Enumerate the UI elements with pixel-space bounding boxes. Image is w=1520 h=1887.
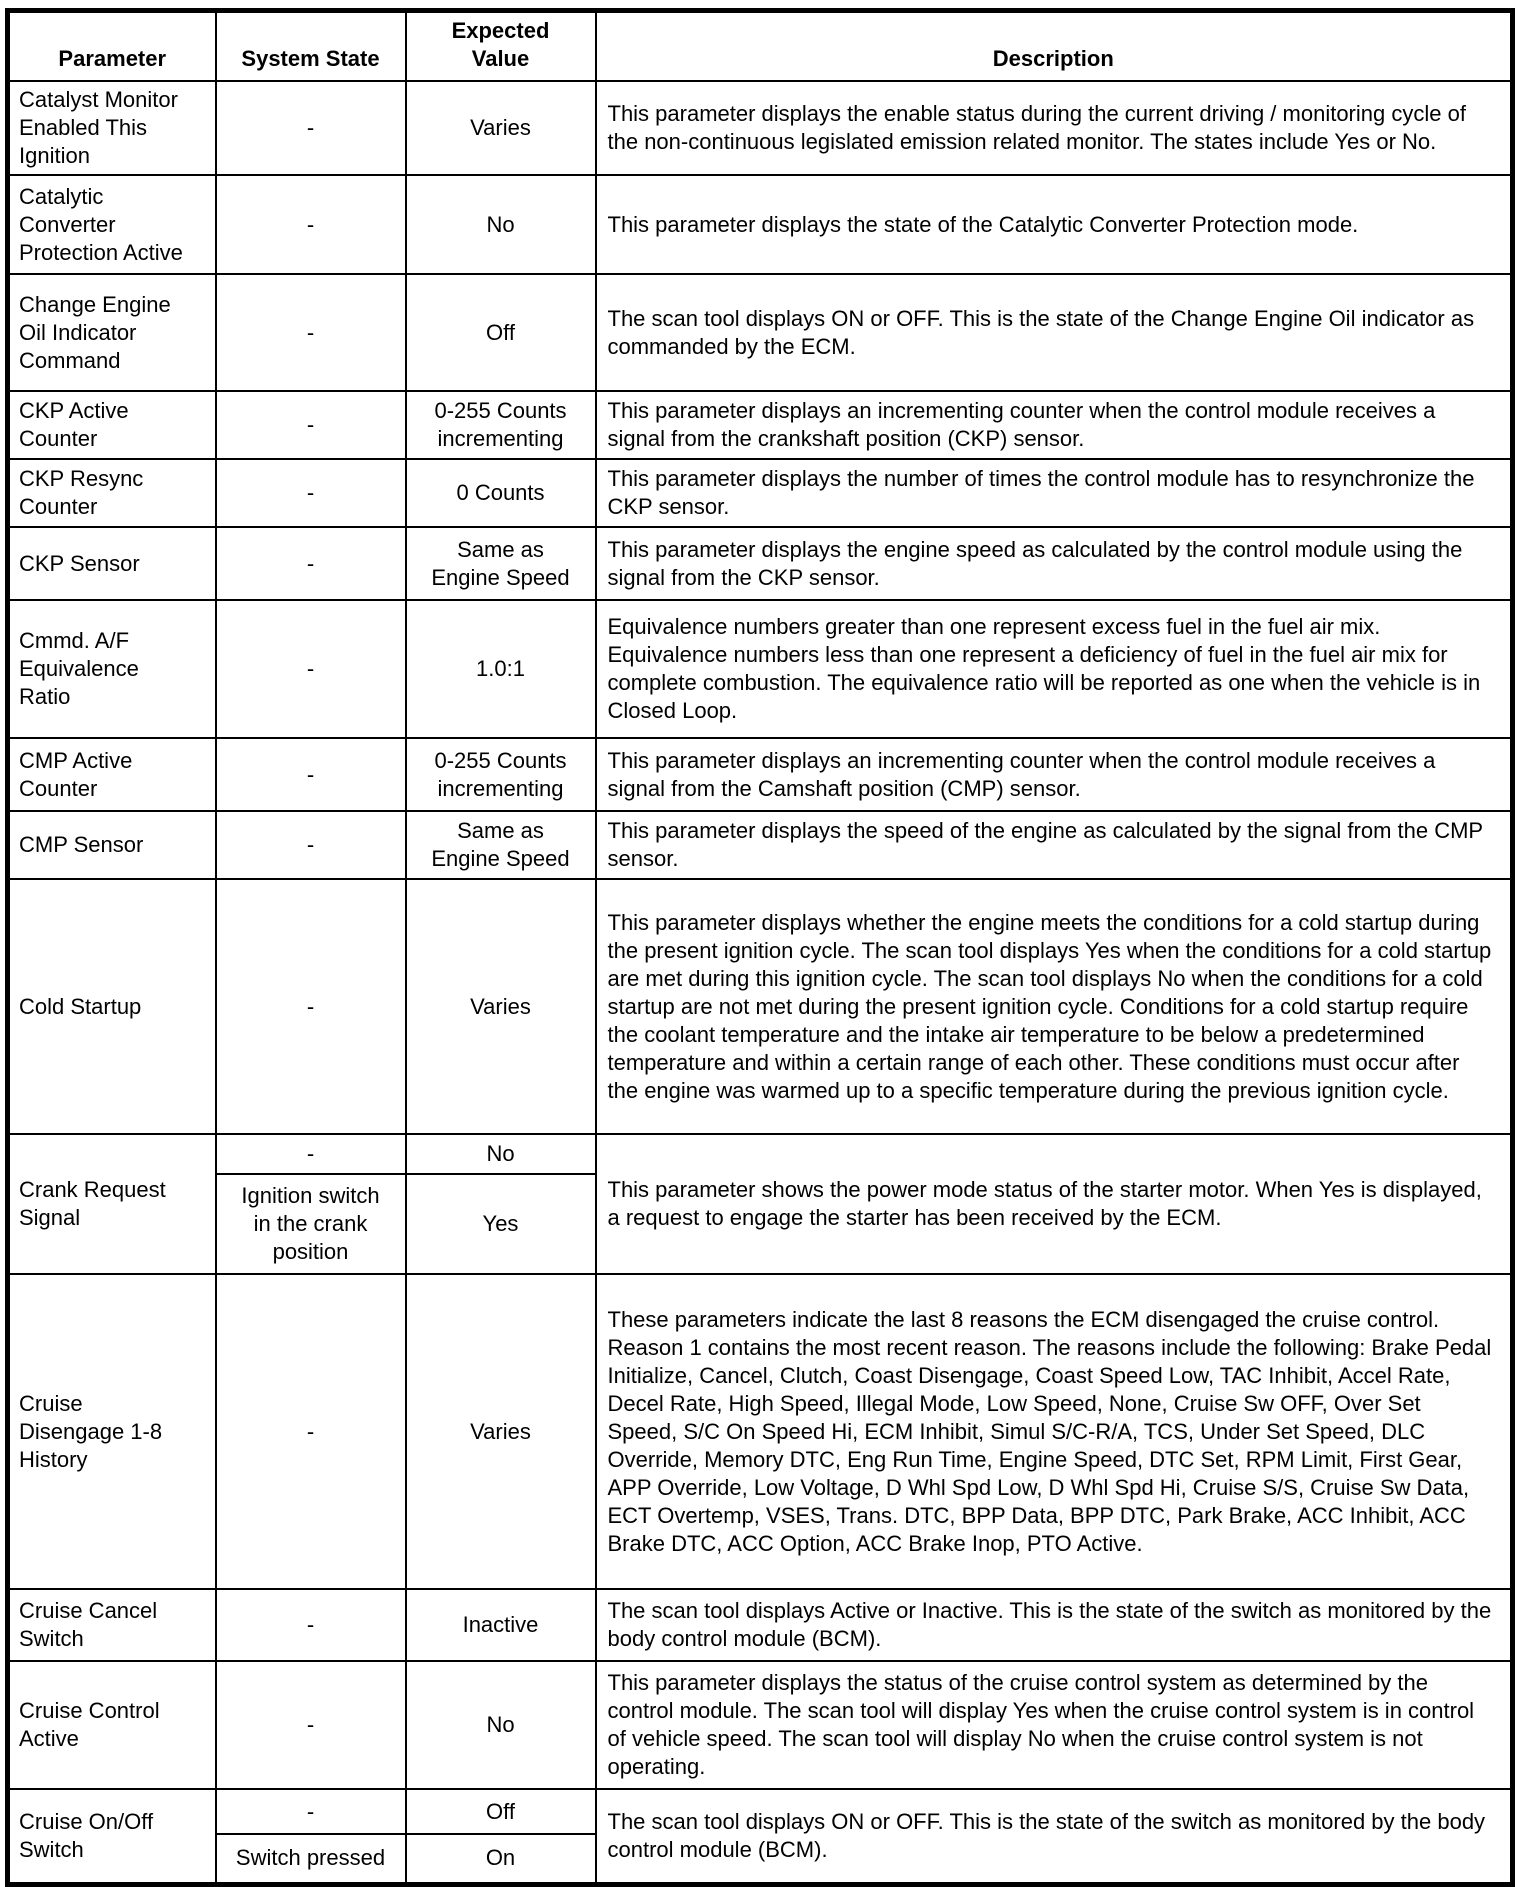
expected-value-cell: Same as Engine Speed (404, 810, 597, 880)
description-cell: This parameter displays the speed of the… (594, 810, 1514, 880)
expected-value-cell: 0-255 Counts incrementing (404, 390, 597, 460)
parameter-cell: Cruise On/Off Switch (6, 1788, 217, 1885)
system-state-cell: - (214, 1133, 407, 1175)
header-description: Description (594, 9, 1514, 82)
parameter-cell: Cruise Control Active (6, 1660, 217, 1790)
system-state-cell: - (214, 810, 407, 880)
system-state-cell: - (214, 1788, 407, 1835)
description-cell: Equivalence numbers greater than one rep… (594, 599, 1514, 739)
expected-value-cell: Same as Engine Speed (404, 526, 597, 601)
table-row: Catalyst Monitor Enabled This Ignition -… (6, 80, 1514, 176)
expected-value-cell: 0-255 Counts incrementing (404, 737, 597, 812)
table-row: Cruise Control Active - No This paramete… (6, 1660, 1514, 1790)
parameter-cell: Cold Startup (6, 878, 217, 1135)
parameter-cell: Change Engine Oil Indicator Command (6, 273, 217, 392)
table-row: CKP Sensor - Same as Engine Speed This p… (6, 526, 1514, 601)
parameter-cell: CKP Sensor (6, 526, 217, 601)
header-system-state: System State (214, 9, 407, 82)
expected-value-cell: Yes (404, 1173, 597, 1275)
header-expected-value: Expected Value (404, 9, 597, 82)
description-cell: The scan tool displays Active or Inactiv… (594, 1588, 1514, 1662)
expected-value-cell: Varies (404, 878, 597, 1135)
expected-value-cell: Off (404, 273, 597, 392)
parameter-cell: Catalytic Converter Protection Active (6, 174, 217, 275)
table-row: Cruise Disengage 1-8 History - Varies Th… (6, 1273, 1514, 1590)
parameter-cell: Crank Request Signal (6, 1133, 217, 1275)
parameter-cell: Catalyst Monitor Enabled This Ignition (6, 80, 217, 176)
description-cell: This parameter displays the number of ti… (594, 458, 1514, 528)
system-state-cell: - (214, 1273, 407, 1590)
expected-value-cell: No (404, 1660, 597, 1790)
description-cell: This parameter displays whether the engi… (594, 878, 1514, 1135)
system-state-cell: - (214, 526, 407, 601)
expected-value-cell: No (404, 174, 597, 275)
description-cell: This parameter displays an incrementing … (594, 390, 1514, 460)
system-state-cell: - (214, 273, 407, 392)
expected-value-cell: No (404, 1133, 597, 1175)
description-cell: The scan tool displays ON or OFF. This i… (594, 273, 1514, 392)
description-cell: This parameter displays an incrementing … (594, 737, 1514, 812)
description-cell: These parameters indicate the last 8 rea… (594, 1273, 1514, 1590)
parameter-cell: CMP Sensor (6, 810, 217, 880)
system-state-cell: - (214, 878, 407, 1135)
system-state-cell: - (214, 737, 407, 812)
system-state-cell: - (214, 458, 407, 528)
table-row: Cold Startup - Varies This parameter dis… (6, 878, 1514, 1135)
description-cell: The scan tool displays ON or OFF. This i… (594, 1788, 1514, 1885)
table-row: CMP Sensor - Same as Engine Speed This p… (6, 810, 1514, 880)
system-state-cell: - (214, 1588, 407, 1662)
parameter-cell: CKP Active Counter (6, 390, 217, 460)
table-row: Cmmd. A/F Equivalence Ratio - 1.0:1 Equi… (6, 599, 1514, 739)
parameter-cell: CKP Resync Counter (6, 458, 217, 528)
description-cell: This parameter displays the engine speed… (594, 526, 1514, 601)
expected-value-cell: 0 Counts (404, 458, 597, 528)
header-row: Parameter System State Expected Value De… (6, 9, 1514, 82)
parameter-cell: Cmmd. A/F Equivalence Ratio (6, 599, 217, 739)
expected-value-cell: 1.0:1 (404, 599, 597, 739)
table-row: CKP Active Counter - 0-255 Counts increm… (6, 390, 1514, 460)
description-cell: This parameter shows the power mode stat… (594, 1133, 1514, 1275)
expected-value-cell: Off (404, 1788, 597, 1835)
scan-tool-parameter-table: Parameter System State Expected Value De… (5, 8, 1515, 1887)
table-row: CKP Resync Counter - 0 Counts This param… (6, 458, 1514, 528)
description-cell: This parameter displays the enable statu… (594, 80, 1514, 176)
description-cell: This parameter displays the state of the… (594, 174, 1514, 275)
header-parameter: Parameter (6, 9, 217, 82)
parameter-cell: Cruise Cancel Switch (6, 1588, 217, 1662)
expected-value-cell: Varies (404, 80, 597, 176)
system-state-cell: Switch pressed (214, 1833, 407, 1885)
expected-value-cell: Inactive (404, 1588, 597, 1662)
description-cell: This parameter displays the status of th… (594, 1660, 1514, 1790)
table-row: Cruise On/Off Switch - Off The scan tool… (6, 1788, 1514, 1885)
table-sub-row: Ignition switch in the crank position Ye… (8, 1173, 1513, 1275)
table-row: CMP Active Counter - 0-255 Counts increm… (6, 737, 1514, 812)
system-state-cell: - (214, 174, 407, 275)
table-row: Crank Request Signal - No This parameter… (6, 1133, 1514, 1275)
table-row: Catalytic Converter Protection Active - … (6, 174, 1514, 275)
system-state-cell: - (214, 599, 407, 739)
table-row: Change Engine Oil Indicator Command - Of… (6, 273, 1514, 392)
system-state-cell: - (214, 1660, 407, 1790)
system-state-cell: - (214, 80, 407, 176)
system-state-cell: - (214, 390, 407, 460)
expected-value-cell: Varies (404, 1273, 597, 1590)
expected-value-cell: On (404, 1833, 597, 1885)
parameter-cell: CMP Active Counter (6, 737, 217, 812)
system-state-cell: Ignition switch in the crank position (214, 1173, 407, 1275)
table-sub-row: Switch pressed On (8, 1833, 1513, 1885)
parameter-cell: Cruise Disengage 1-8 History (6, 1273, 217, 1590)
table-row: Cruise Cancel Switch - Inactive The scan… (6, 1588, 1514, 1662)
